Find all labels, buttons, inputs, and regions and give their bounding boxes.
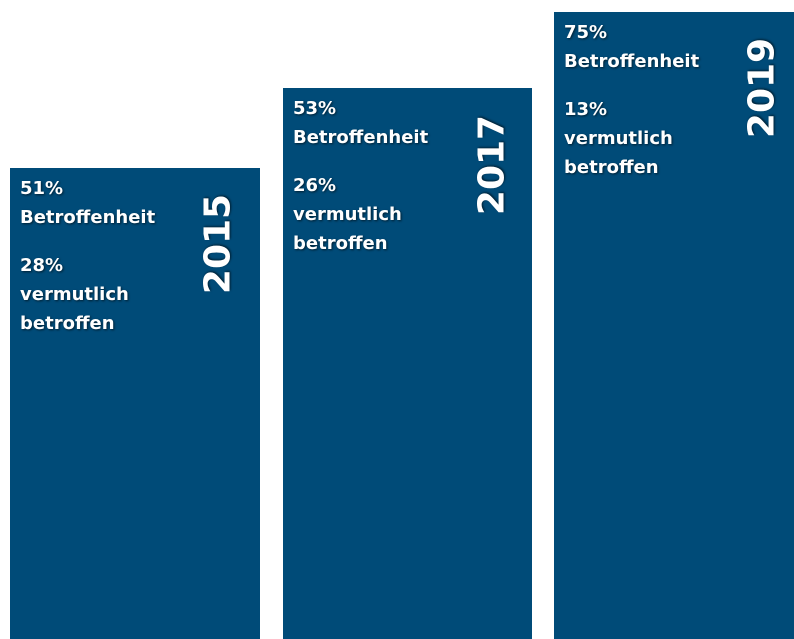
- bar-2015: 51% Betroffenheit 28% vermutlich betroff…: [10, 168, 260, 639]
- year: 2017: [471, 114, 513, 216]
- text-block: 53% Betroffenheit 26% vermutlich betroff…: [293, 94, 443, 258]
- text-block: 51% Betroffenheit 28% vermutlich betroff…: [20, 174, 170, 338]
- share: 53%: [293, 98, 337, 119]
- year: 2019: [741, 37, 783, 139]
- suspected-label: vermutlich betroffen: [20, 284, 129, 334]
- suspected: 13%: [564, 99, 608, 120]
- text-block: 75% Betroffenheit 13% vermutlich betroff…: [564, 18, 714, 182]
- suspected-label: vermutlich betroffen: [564, 128, 673, 178]
- suspected: 26%: [293, 175, 337, 196]
- bar-2019: 75% Betroffenheit 13% vermutlich betroff…: [554, 12, 794, 639]
- suspected: 28%: [20, 255, 64, 276]
- share-label: Betroffenheit: [564, 51, 700, 72]
- bar-2017: 53% Betroffenheit 26% vermutlich betroff…: [283, 88, 532, 639]
- share-label: Betroffenheit: [20, 207, 156, 228]
- suspected-label: vermutlich betroffen: [293, 204, 402, 254]
- share-label: Betroffenheit: [293, 127, 429, 148]
- share: 75%: [564, 22, 608, 43]
- year: 2015: [197, 193, 239, 295]
- share: 51%: [20, 178, 64, 199]
